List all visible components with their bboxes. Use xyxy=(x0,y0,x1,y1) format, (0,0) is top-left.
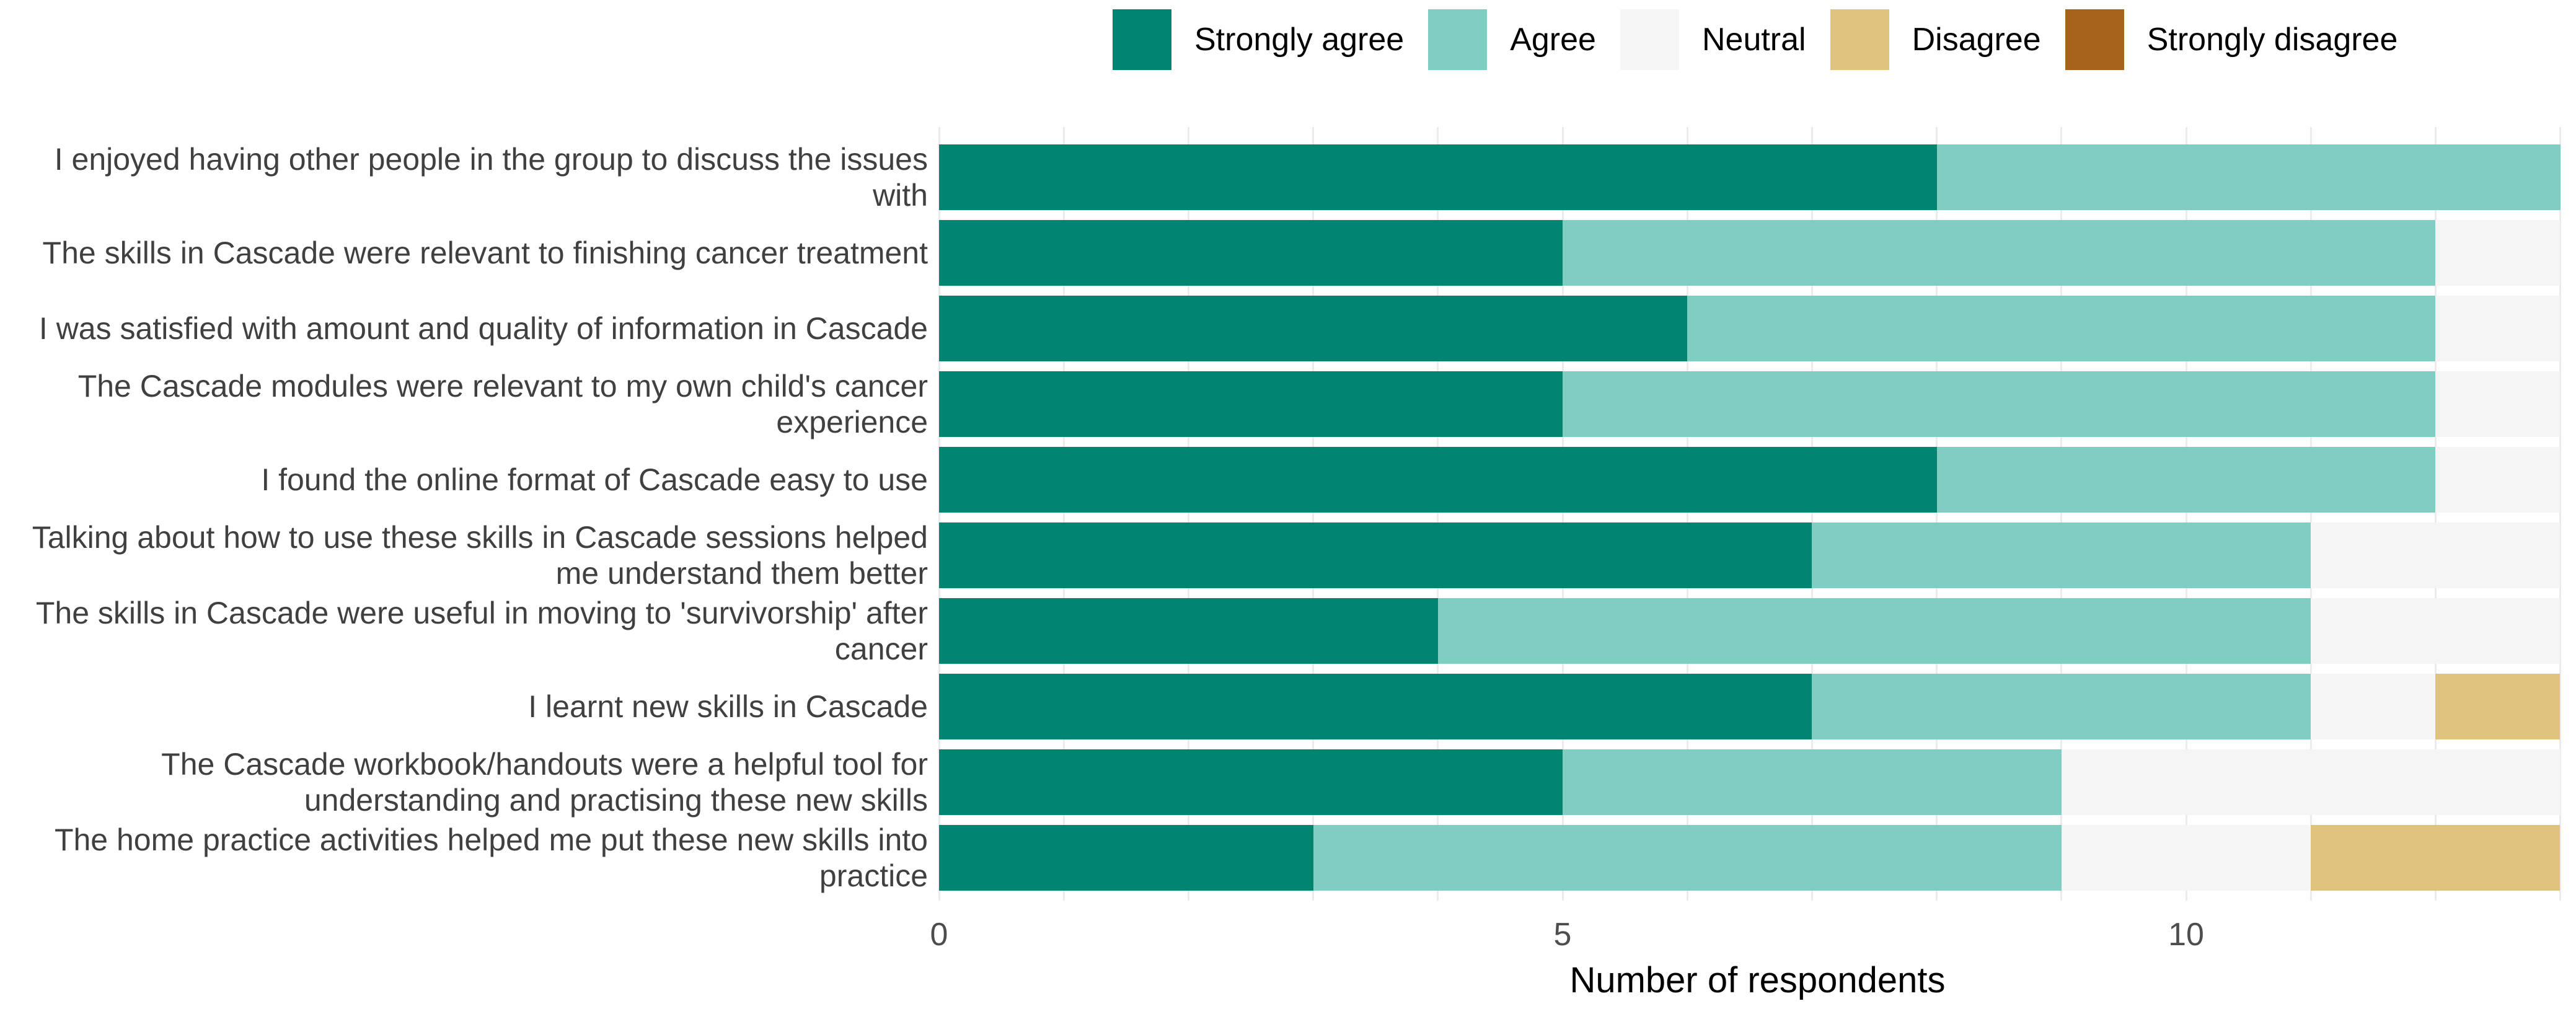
gridline-11 xyxy=(2310,127,2312,901)
y-axis-label: The home practice activities helped me p… xyxy=(54,822,928,893)
y-axis-label: I found the online format of Cascade eas… xyxy=(261,462,928,497)
bar-segment xyxy=(939,598,1438,664)
bar-segment xyxy=(1812,674,2311,739)
bar-segment xyxy=(1563,220,2435,286)
bar-segment xyxy=(1563,371,2435,437)
gridline-4 xyxy=(1437,127,1439,901)
y-axis-label: Talking about how to use these skills in… xyxy=(32,520,928,591)
bar-segment xyxy=(2435,220,2560,286)
legend-swatch-disagree xyxy=(1830,9,1889,70)
y-axis-labels: I enjoyed having other people in the gro… xyxy=(25,127,928,901)
bar-segment xyxy=(939,220,1563,286)
legend-label: Agree xyxy=(1510,22,1596,58)
x-axis-title: Number of respondents xyxy=(1569,960,1946,1000)
gridline-6 xyxy=(1687,127,1688,901)
bar-segment xyxy=(2311,598,2560,664)
bar-segment xyxy=(2435,447,2560,513)
bar-segment xyxy=(939,371,1563,437)
bar-segment xyxy=(1313,825,2062,891)
legend-label: Disagree xyxy=(1912,22,2041,58)
bar-segment xyxy=(1937,447,2436,513)
legend-item: Disagree xyxy=(1830,9,2041,70)
legend-item: Strongly disagree xyxy=(2065,9,2398,70)
gridline-7 xyxy=(1811,127,1813,901)
gridline-13 xyxy=(2559,127,2561,901)
gridline-5 xyxy=(1562,127,1564,901)
bar-segment xyxy=(939,296,1687,361)
bar-segment xyxy=(2435,296,2560,361)
gridline-0 xyxy=(938,127,940,901)
gridline-10 xyxy=(2186,127,2187,901)
chart-legend: Strongly agree Agree Neutral Disagree Strong… xyxy=(1113,9,2397,70)
y-axis-label: The skills in Cascade were useful in mov… xyxy=(35,596,928,666)
y-axis-label: The Cascade workbook/handouts were a hel… xyxy=(161,747,928,818)
legend-swatch-strongly-agree xyxy=(1113,9,1171,70)
bar-segment xyxy=(2311,674,2435,739)
gridline-1 xyxy=(1063,127,1065,901)
legend-label: Strongly disagree xyxy=(2146,22,2398,58)
bar-segment xyxy=(2435,371,2560,437)
bar-segment xyxy=(2311,522,2560,588)
bar-segment xyxy=(939,825,1313,891)
bar-segment xyxy=(939,674,1812,739)
x-tick-label: 10 xyxy=(2168,917,2204,953)
legend-label: Neutral xyxy=(1701,22,1806,58)
y-axis-label: I was satisfied with amount and quality … xyxy=(38,311,928,346)
bar-segment xyxy=(939,749,1563,815)
gridline-8 xyxy=(1936,127,1938,901)
legend-swatch-neutral xyxy=(1620,9,1679,70)
gridline-2 xyxy=(1188,127,1189,901)
gridline-3 xyxy=(1312,127,1314,901)
bar-segment xyxy=(1687,296,2435,361)
legend-item: Strongly agree xyxy=(1113,9,1404,70)
bar-segment xyxy=(939,522,1812,588)
x-axis: 0 5 10 xyxy=(930,916,2576,953)
y-axis-label: The Cascade modules were relevant to my … xyxy=(77,369,928,439)
bar-segment xyxy=(1937,144,2561,210)
plot-panel xyxy=(938,127,2576,901)
bar-segment xyxy=(939,447,1937,513)
bar-segment xyxy=(1812,522,2311,588)
bar-segment xyxy=(939,144,1937,210)
legend-item: Agree xyxy=(1428,9,1596,70)
legend-swatch-strongly-disagree xyxy=(2065,9,2124,70)
bar-segment xyxy=(2311,825,2560,891)
bar-segment xyxy=(1438,598,2311,664)
gridline-9 xyxy=(2060,127,2062,901)
bar-segment xyxy=(1563,749,2062,815)
x-tick-label: 5 xyxy=(1553,917,1572,953)
legend-label: Strongly agree xyxy=(1194,22,1405,58)
y-axis-label: The skills in Cascade were relevant to f… xyxy=(42,236,928,270)
legend-swatch-agree xyxy=(1428,9,1488,70)
bar-segment xyxy=(2062,749,2561,815)
legend-item: Neutral xyxy=(1620,9,1806,70)
y-axis-label: I learnt new skills in Cascade xyxy=(528,689,928,724)
x-tick-label: 0 xyxy=(930,917,948,953)
y-axis-label: I enjoyed having other people in the gro… xyxy=(54,142,928,213)
gridline-12 xyxy=(2435,127,2437,901)
bar-segment xyxy=(2435,674,2560,739)
bar-segment xyxy=(2062,825,2311,891)
